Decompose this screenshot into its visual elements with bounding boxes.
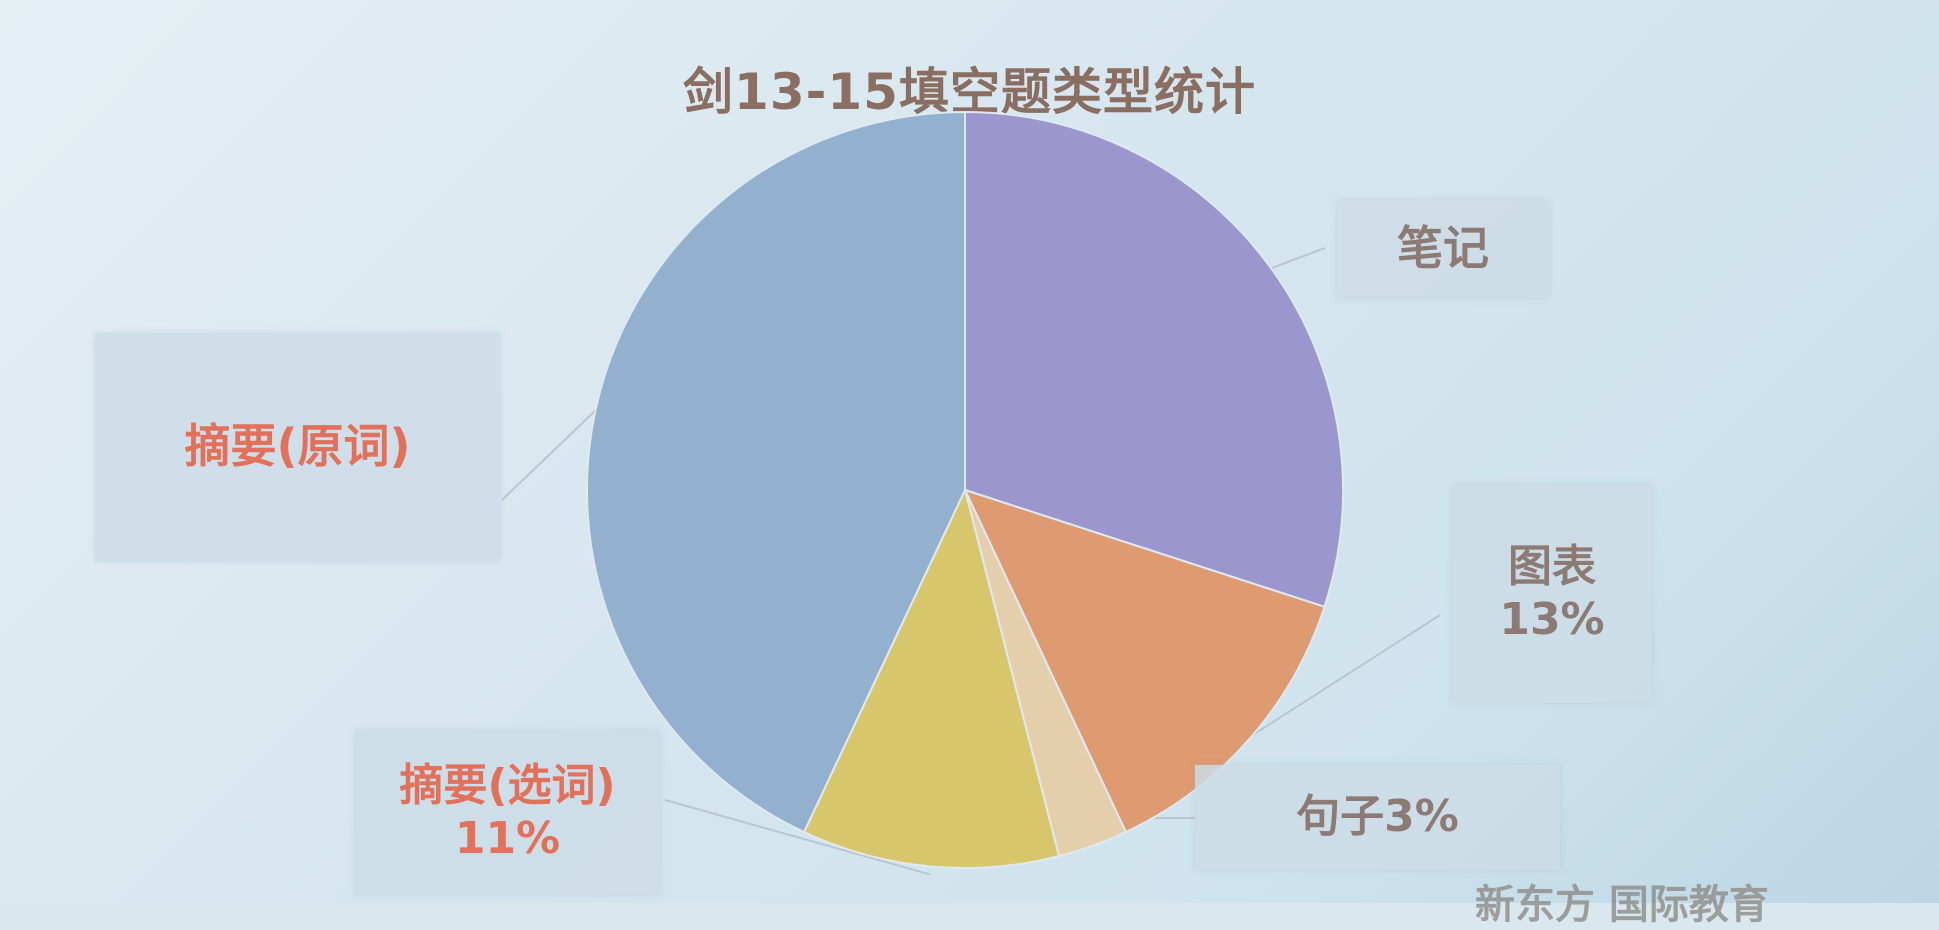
watermark-text: 新东方 国际教育 bbox=[1475, 882, 1769, 928]
leader-line-1 bbox=[1246, 614, 1441, 740]
slice-label-summary-original: 摘要(原词) bbox=[95, 333, 500, 561]
slice-label-notes: 笔记 bbox=[1337, 200, 1549, 298]
slice-label-summary-select-name: 摘要(选词) bbox=[399, 759, 616, 811]
slice-label-chart: 图表 13% bbox=[1452, 485, 1652, 703]
slice-label-chart-percent: 13% bbox=[1499, 594, 1605, 645]
slice-label-summary-select-percent: 11% bbox=[454, 812, 561, 864]
slice-label-summary-original-name: 摘要(原词) bbox=[184, 419, 411, 474]
slice-label-notes-name: 笔记 bbox=[1397, 221, 1489, 276]
pie-chart bbox=[501, 110, 1441, 876]
slice-label-chart-name: 图表 bbox=[1508, 541, 1596, 593]
leader-line-3 bbox=[664, 799, 930, 876]
pie-slice-3 bbox=[802, 487, 1061, 869]
slice-label-sentence-name: 句子3% bbox=[1296, 791, 1459, 843]
leader-line-0 bbox=[1268, 247, 1326, 270]
pie-slice-4 bbox=[586, 110, 966, 834]
pie-slices bbox=[586, 110, 1344, 869]
pie-slice-1 bbox=[963, 488, 1326, 834]
slice-label-summary-select: 摘要(选词) 11% bbox=[355, 730, 660, 895]
slice-label-sentence: 句子3% bbox=[1195, 765, 1560, 870]
pie-slice-0 bbox=[964, 110, 1344, 609]
leader-line-4 bbox=[501, 407, 599, 501]
